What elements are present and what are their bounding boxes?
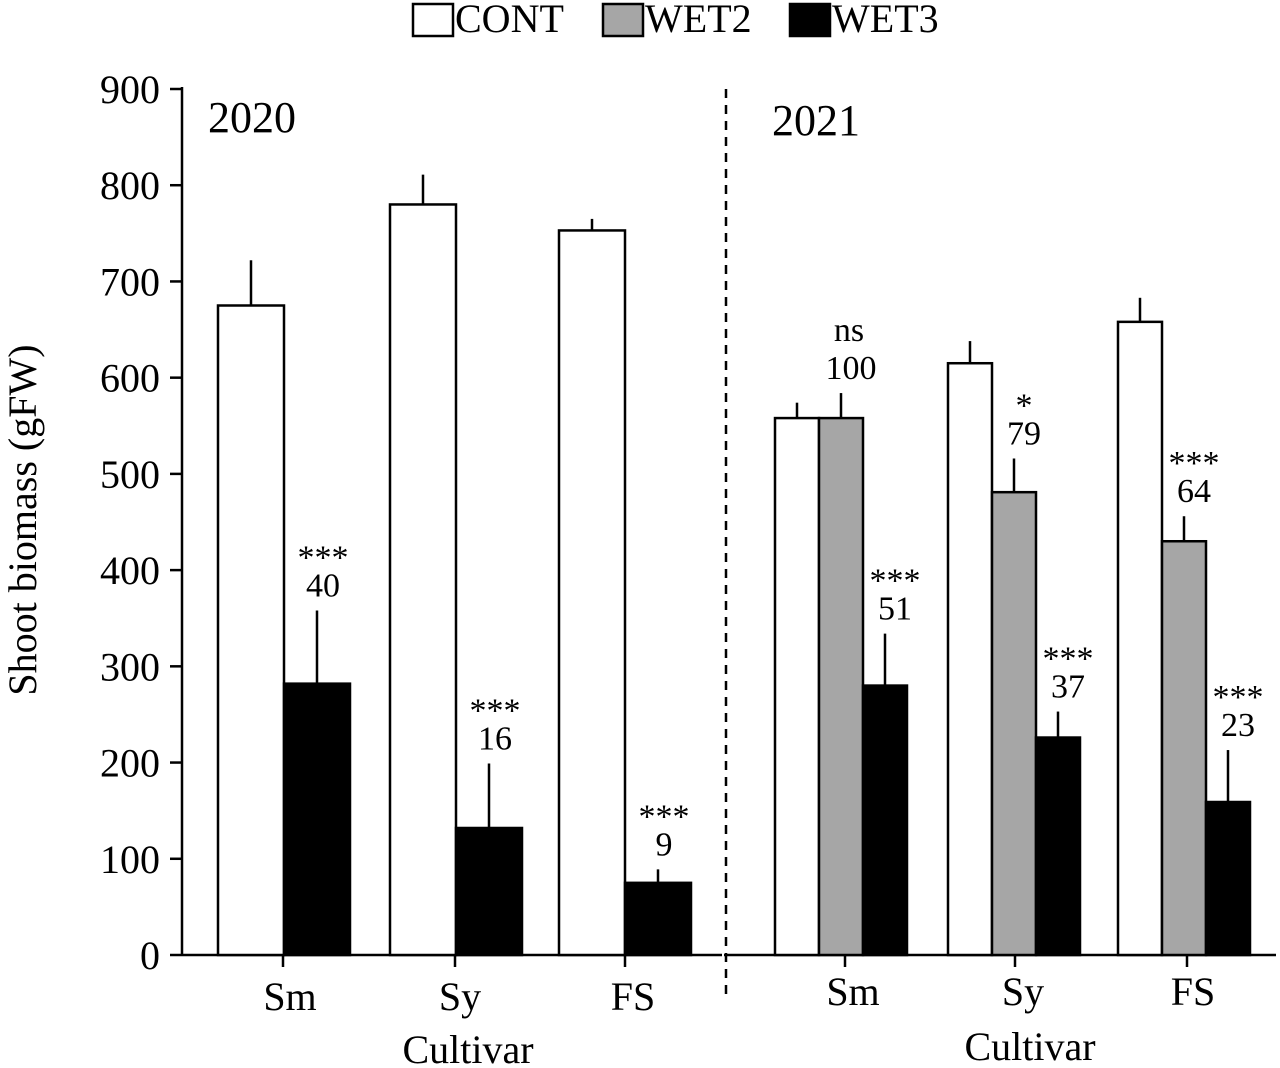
- significance-label: ***: [639, 798, 690, 835]
- significance-label: ns: [834, 312, 864, 349]
- percent-label: 64: [1177, 473, 1211, 510]
- x-tick-label-sm: Sm: [826, 969, 879, 1014]
- percent-label: 9: [656, 826, 673, 863]
- y-tick-label: 100: [100, 837, 160, 882]
- y-axis-label: Shoot biomass (gFW): [0, 344, 45, 695]
- significance-label: *: [1016, 387, 1033, 424]
- y-tick-label: 600: [100, 356, 160, 401]
- y-tick-label: 400: [100, 548, 160, 593]
- bar-2021-sm-wet2: [817, 416, 865, 957]
- legend-swatch-wet3: [788, 2, 832, 38]
- x-axis-label-2020: Cultivar: [402, 1027, 533, 1068]
- significance-label: ***: [470, 693, 521, 730]
- legend-label-wet2: WET2: [645, 0, 752, 41]
- bar-2020-sm-cont: [216, 304, 286, 957]
- significance-label: ***: [1169, 445, 1220, 482]
- bar-2020-sm-wet3: [282, 682, 352, 957]
- bar-2020-sy-cont: [388, 203, 458, 957]
- bar-2021-sm-cont: [773, 416, 821, 957]
- bar-2020-fs-wet3: [623, 881, 693, 957]
- percent-label: 23: [1221, 707, 1255, 744]
- legend-label-wet3: WET3: [832, 0, 939, 41]
- axes: 0 100 200 300 400 500 600 700 800 900: [100, 67, 1276, 978]
- y-tick-label: 500: [100, 452, 160, 497]
- percent-label: 100: [826, 350, 877, 387]
- bar-2020-fs-cont: [557, 229, 627, 957]
- percent-label: 37: [1051, 669, 1085, 706]
- bar-2021-sy-wet3: [1034, 736, 1082, 957]
- x-tick-label-sm: Sm: [263, 974, 316, 1019]
- x-tick-label-sy: Sy: [439, 974, 481, 1019]
- legend: CONT WET2 WET3: [411, 0, 939, 41]
- x-axis-label-2021: Cultivar: [964, 1024, 1095, 1068]
- percent-label: 16: [478, 721, 512, 758]
- legend-swatch-cont: [411, 2, 455, 38]
- panel-title-2021: 2021: [772, 96, 860, 145]
- x-tick-label-sy: Sy: [1002, 969, 1044, 1014]
- percent-label: 79: [1007, 415, 1041, 452]
- bar-2021-sy-cont: [946, 361, 994, 957]
- bar-2021-fs-cont: [1116, 320, 1164, 957]
- y-tick-label: 900: [100, 67, 160, 112]
- legend-swatch-wet2: [601, 2, 645, 38]
- y-tick-label: 800: [100, 163, 160, 208]
- percent-label: 51: [878, 591, 912, 628]
- y-tick-label: 300: [100, 644, 160, 689]
- significance-label: ***: [1213, 679, 1264, 716]
- significance-label: ***: [1043, 641, 1094, 678]
- legend-label-cont: CONT: [455, 0, 564, 41]
- bars: Sm40***Sy16***FS9***Sm100ns51***Sy79*37*…: [216, 174, 1264, 1019]
- percent-label: 40: [306, 568, 340, 605]
- significance-label: ***: [870, 563, 921, 600]
- significance-label: ***: [298, 540, 349, 577]
- x-tick-label-fs: FS: [611, 974, 656, 1019]
- bar-2021-sy-wet2: [990, 490, 1038, 957]
- y-tick-label: 700: [100, 259, 160, 304]
- y-tick-label: 0: [140, 933, 160, 978]
- bar-2021-fs-wet3: [1204, 800, 1252, 957]
- bar-2021-fs-wet2: [1160, 539, 1208, 957]
- bar-2021-sm-wet3: [861, 684, 909, 957]
- panel-title-2020: 2020: [208, 93, 296, 142]
- y-tick-label: 200: [100, 741, 160, 786]
- bar-2020-sy-wet3: [454, 826, 524, 957]
- x-tick-label-fs: FS: [1171, 969, 1216, 1014]
